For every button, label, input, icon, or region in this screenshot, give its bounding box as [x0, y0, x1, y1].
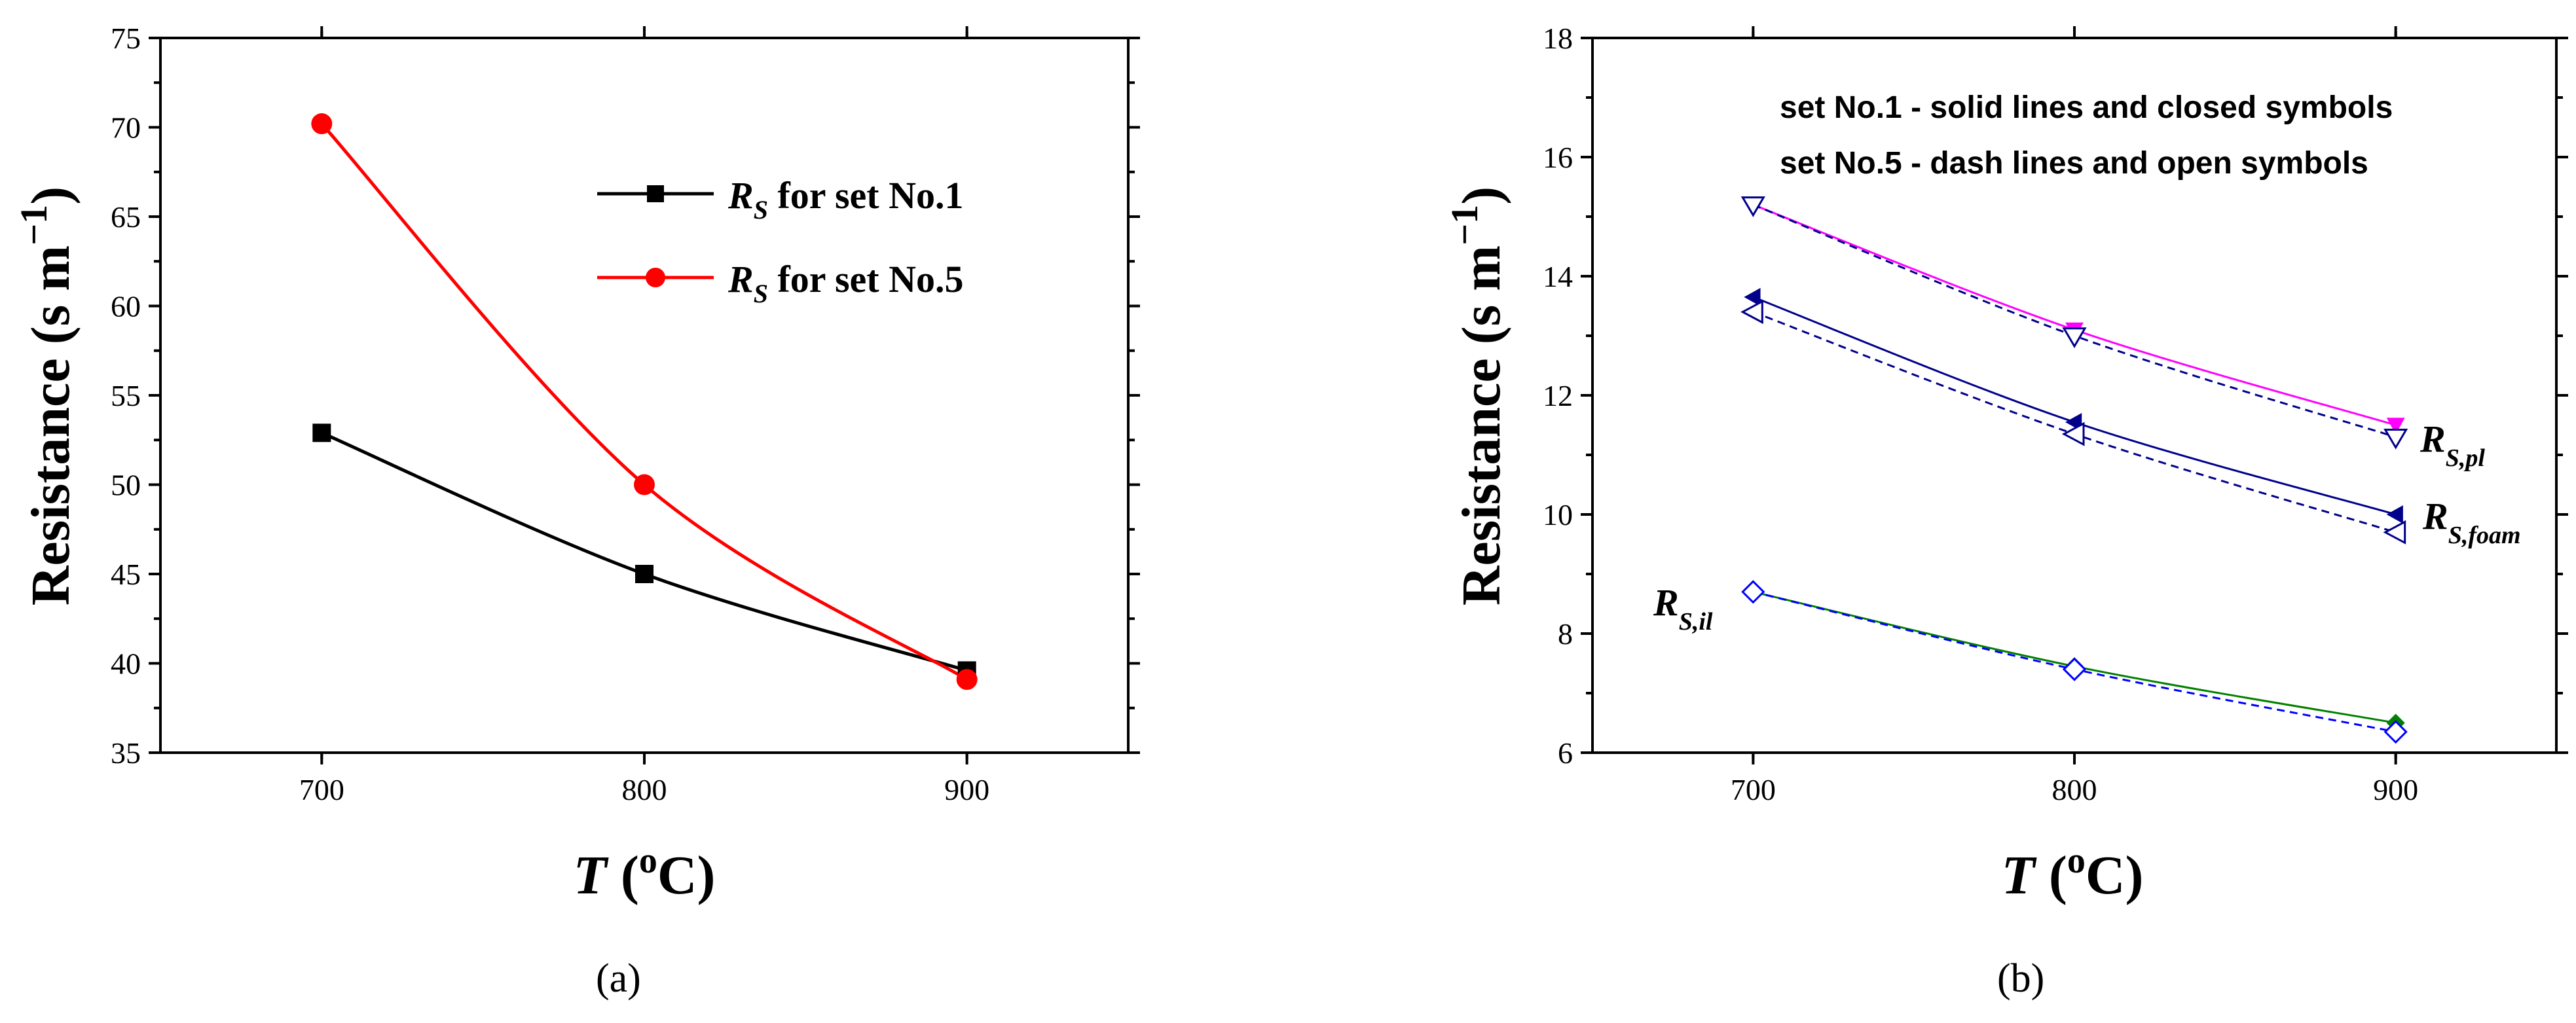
a-ytick-label: 75 — [111, 22, 141, 55]
a-ytick-label: 50 — [111, 469, 141, 502]
a-series-0-point-1 — [635, 565, 653, 583]
b-curve-label-pl: RS,pl — [2420, 418, 2485, 472]
b-ytick-label: 10 — [1543, 498, 1573, 531]
b-series-3-point-0 — [1740, 300, 1763, 325]
a-ylabel: Resistance (s m−1) — [12, 187, 81, 606]
b-xtick-label: 900 — [2373, 773, 2418, 806]
a-legend: RS for set No.1 RS for set No.5 — [597, 174, 963, 308]
a-legend-marker-set5 — [646, 268, 665, 287]
a-series-1-point-0 — [311, 113, 333, 135]
b-ytick-label: 6 — [1558, 736, 1573, 770]
b-curve-label-il: RS,il — [1653, 581, 1713, 636]
a-xtick-label: 800 — [622, 773, 667, 806]
a-ytick-label: 35 — [111, 736, 141, 770]
b-series-1-point-2 — [2383, 429, 2408, 450]
b-curve-label-foam: RS,foam — [2422, 495, 2521, 549]
b-series-2-point-0 — [1744, 287, 1761, 306]
a-caption: (a) — [596, 956, 641, 1001]
b-note-set1: set No.1 - solid lines and closed symbol… — [1780, 90, 2393, 125]
b-series-line-1 — [1752, 204, 2397, 439]
b-xtick-label: 800 — [2052, 773, 2097, 806]
a-legend-label-set5: RS for set No.5 — [727, 258, 963, 308]
b-ytick-label: 8 — [1558, 617, 1573, 651]
panel-a: 700 800 900 35 40 45 50 55 60 65 70 75 Resistance (… — [12, 22, 1140, 1001]
b-xlabel: T (oC) — [2002, 840, 2144, 906]
b-series-3-point-2 — [2383, 520, 2406, 545]
b-axis-ticks: 700 800 900 6 8 10 12 14 16 18 — [1543, 22, 2568, 806]
a-legend-label-set1: RS for set No.1 — [727, 174, 963, 224]
b-series-5-point-1 — [2062, 657, 2087, 681]
a-ytick-label: 55 — [111, 379, 141, 412]
a-series-line-0 — [321, 431, 968, 672]
a-series-0-point-0 — [312, 423, 331, 442]
b-ylabel: Resistance (s m−1) — [1443, 187, 1512, 606]
b-ytick-label: 16 — [1543, 141, 1573, 174]
b-series-5-point-0 — [1741, 580, 1765, 604]
b-ytick-label: 14 — [1543, 260, 1573, 293]
a-xlabel: T (oC) — [574, 840, 716, 906]
b-caption: (b) — [1997, 956, 2044, 1001]
a-ytick-label: 45 — [111, 558, 141, 591]
b-series-1-point-0 — [1740, 196, 1765, 217]
panel-b: 700 800 900 6 8 10 12 14 16 18 Resistance (s m−1)… — [1443, 22, 2568, 1001]
b-ytick-label: 12 — [1543, 379, 1573, 412]
b-note-set5: set No.5 - dash lines and open symbols — [1780, 146, 2368, 181]
b-series-line-0 — [1752, 204, 2397, 426]
a-ytick-label: 70 — [111, 111, 141, 145]
b-series-5-point-2 — [2383, 720, 2408, 744]
a-legend-marker-set1 — [647, 185, 664, 202]
b-ytick-label: 18 — [1543, 22, 1573, 55]
b-series-0-point-2 — [2386, 418, 2405, 435]
plot-frame-b — [1591, 37, 2558, 754]
plot-frame-a — [159, 37, 1130, 754]
a-xtick-label: 700 — [299, 773, 344, 806]
b-series — [1740, 196, 2408, 744]
b-series-1-point-1 — [2062, 327, 2087, 348]
b-series-2-point-2 — [2386, 505, 2403, 524]
a-ytick-label: 60 — [111, 290, 141, 323]
b-series-3-point-1 — [2061, 422, 2085, 446]
a-series-1-point-2 — [956, 669, 978, 691]
a-series — [311, 113, 978, 691]
a-axis-ticks: 700 800 900 35 40 45 50 55 60 65 70 75 — [111, 22, 1140, 806]
a-ytick-label: 40 — [111, 647, 141, 681]
a-xtick-label: 900 — [944, 773, 989, 806]
b-xtick-label: 700 — [1731, 773, 1776, 806]
a-ytick-label: 65 — [111, 200, 141, 234]
a-series-1-point-1 — [634, 474, 655, 495]
